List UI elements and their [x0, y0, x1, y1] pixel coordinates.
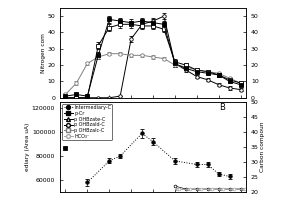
Y-axis label: ediary (Area uA): ediary (Area uA)	[26, 123, 30, 171]
Text: B: B	[219, 103, 225, 112]
Y-axis label: Carbon compoun: Carbon compoun	[260, 122, 265, 172]
Y-axis label: Nitrogen com: Nitrogen com	[41, 33, 46, 73]
Legend: Intermediary-C, p-Cr, p OHBzate-C, p OHBzald-C, p OHBzalc-C, HCO₃⁻: Intermediary-C, p-Cr, p OHBzate-C, p OHB…	[62, 104, 112, 140]
